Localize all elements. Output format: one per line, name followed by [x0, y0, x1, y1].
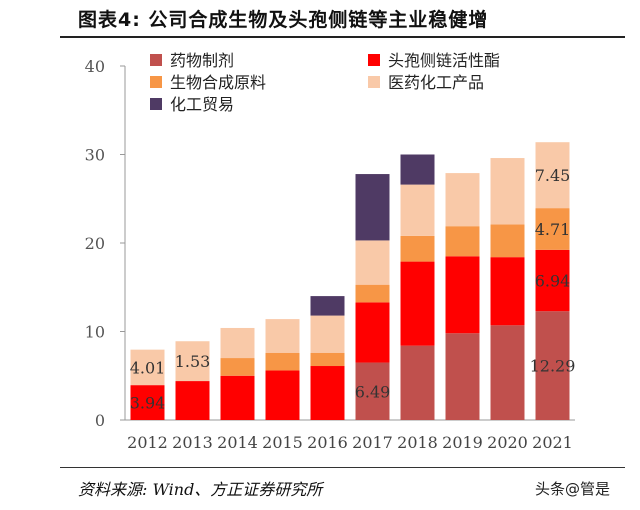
bar-segment — [400, 345, 435, 420]
legend-label: 药物制剂 — [170, 51, 234, 70]
x-tick-label: 2012 — [127, 433, 168, 452]
bar-segment — [265, 319, 300, 353]
legend-swatch — [368, 76, 380, 88]
source-note: 资料来源: Wind、方正证券研究所 — [78, 480, 323, 499]
bar-segment — [310, 366, 345, 420]
y-tick-label: 20 — [85, 234, 105, 253]
bar-segment — [400, 184, 435, 236]
bar-segment — [535, 249, 570, 312]
bar-segment — [265, 370, 300, 420]
data-label: 6.94 — [535, 272, 571, 291]
data-label: 3.94 — [130, 394, 166, 413]
legend-swatch — [368, 54, 380, 66]
x-tick-label: 2014 — [217, 433, 258, 452]
title-bar: 图表4: 公司合成生物及头孢侧链等主业稳健增 — [0, 0, 640, 38]
bar-segment — [355, 284, 390, 303]
data-label: 4.71 — [535, 220, 571, 239]
bar-segment — [130, 385, 165, 420]
legend-swatch — [150, 54, 162, 66]
bar-segment — [445, 173, 480, 227]
x-tick-label: 2019 — [442, 433, 483, 452]
bar-segment — [175, 381, 210, 420]
bar-segment — [445, 226, 480, 257]
bar-segment — [220, 327, 255, 359]
data-label: 4.01 — [130, 358, 166, 377]
bar-segment — [310, 296, 345, 316]
bar-segment — [490, 325, 525, 420]
bar-segment — [400, 235, 435, 262]
x-tick-label: 2015 — [262, 433, 303, 452]
bar-segment — [535, 142, 570, 209]
stacked-bar-chart: 0 10 20 30 40 2012 2013 2014 2015 2016 2017 2018 201… — [85, 51, 576, 452]
bar-segment — [355, 362, 390, 420]
bar-segment — [490, 158, 525, 225]
y-tick-label: 40 — [85, 57, 105, 76]
bar-segment — [130, 349, 165, 386]
bar-segment — [400, 154, 435, 185]
bar-segment — [220, 358, 255, 376]
legend-label: 化工贸易 — [170, 95, 234, 114]
chart-title: 图表4: 公司合成生物及头孢侧链等主业稳健增 — [78, 9, 489, 31]
x-tick-label: 2013 — [172, 433, 213, 452]
title-divider — [60, 36, 625, 38]
data-label: 6.49 — [355, 382, 391, 401]
bar-segment — [355, 240, 390, 285]
x-tick-label: 2021 — [532, 433, 573, 452]
bar-segment — [490, 257, 525, 326]
legend-swatch — [150, 76, 162, 88]
x-tick-label: 2017 — [352, 433, 393, 452]
legend-swatch — [150, 98, 162, 110]
bar-segment — [220, 375, 255, 420]
data-label: 7.45 — [535, 166, 571, 185]
bar-segment — [445, 333, 480, 420]
bar-segment — [310, 352, 345, 367]
footer-divider — [60, 467, 625, 468]
legend-label: 头孢侧链活性酯 — [388, 51, 500, 70]
bar-segment — [355, 302, 390, 363]
bar-segment — [445, 256, 480, 334]
data-label: 1.53 — [175, 352, 211, 371]
x-tick-label: 2018 — [397, 433, 438, 452]
y-tick-label: 30 — [85, 146, 105, 165]
bar-segment — [355, 174, 390, 241]
x-tick-label: 2020 — [487, 433, 528, 452]
legend-label: 医药化工产品 — [388, 73, 484, 92]
bar-segment — [265, 352, 300, 371]
data-label: 12.29 — [530, 357, 576, 376]
y-tick-label: 0 — [95, 411, 105, 430]
legend-label: 生物合成原料 — [170, 73, 266, 92]
bar-segment — [400, 261, 435, 346]
bar-segment — [535, 311, 570, 420]
watermark: 头条@管是 — [535, 480, 611, 498]
bar-segment — [310, 315, 345, 353]
bar-segment — [175, 341, 210, 382]
bar-segment — [535, 208, 570, 250]
x-tick-label: 2016 — [307, 433, 348, 452]
y-tick-label: 10 — [85, 323, 105, 342]
bar-segment — [490, 224, 525, 258]
